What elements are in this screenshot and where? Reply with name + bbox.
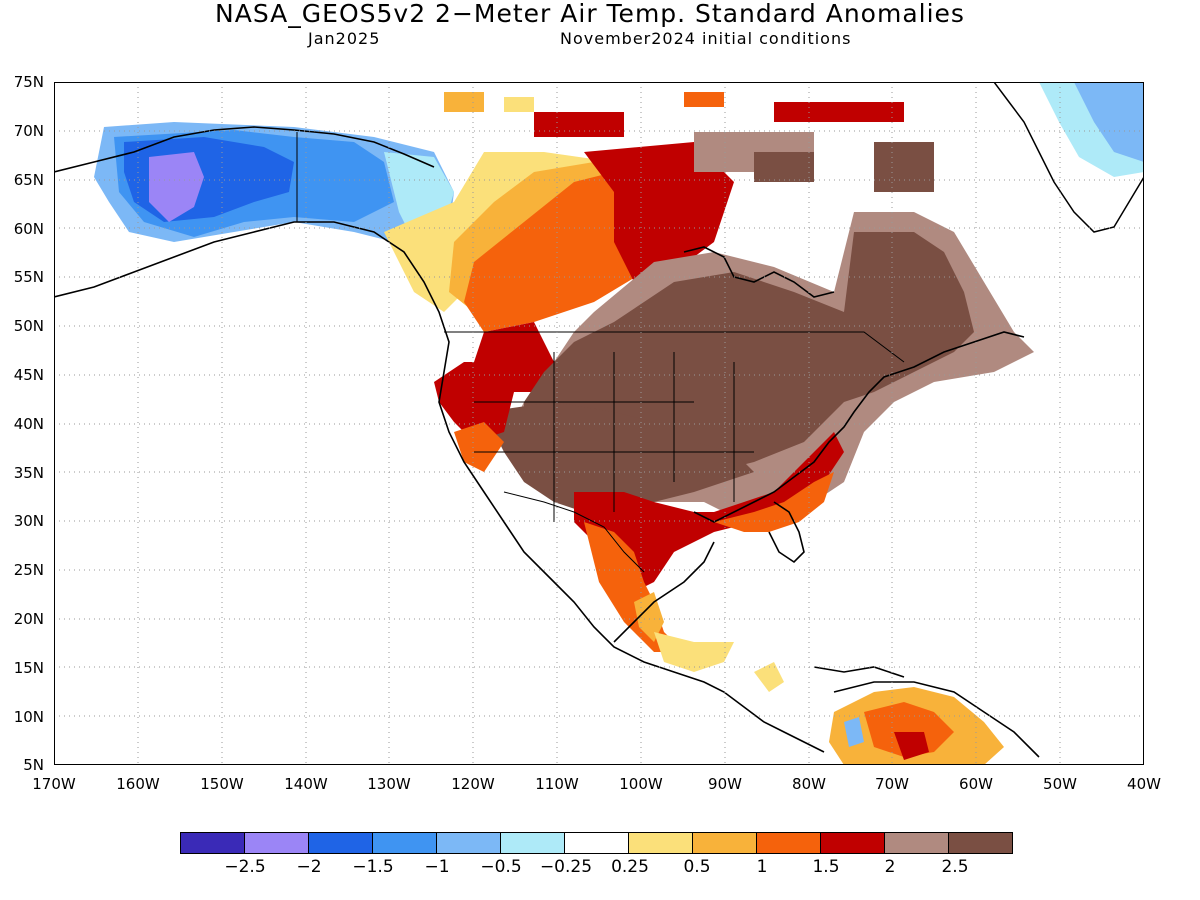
- colorbar-label: −1: [424, 857, 450, 877]
- lat-label: 60N: [13, 220, 44, 238]
- lon-label: 150W: [200, 775, 244, 793]
- lat-label: 20N: [13, 610, 44, 628]
- colorbar-swatch: [757, 833, 821, 853]
- colorbar-label: 2.5: [941, 857, 969, 877]
- lon-label: 160W: [116, 775, 160, 793]
- valid-month-label: Jan2025: [308, 29, 381, 48]
- lon-label: 140W: [284, 775, 328, 793]
- lat-label: 15N: [13, 659, 44, 677]
- lat-label: 5N: [23, 756, 44, 774]
- colorbar-swatch: [885, 833, 949, 853]
- lat-label: 65N: [13, 171, 44, 189]
- colorbar-swatch: [373, 833, 437, 853]
- colorbar-swatch: [245, 833, 309, 853]
- arctic-islands-region: [444, 92, 934, 192]
- colorbar-label: 1.5: [812, 857, 840, 877]
- colorbar-swatch: [437, 833, 501, 853]
- initial-conditions-label: November2024 initial conditions: [560, 29, 852, 48]
- colorbar-label: 2: [884, 857, 896, 877]
- lat-label: 35N: [13, 464, 44, 482]
- map-title: NASA_GEOS5v2 2−Meter Air Temp. Standard …: [215, 0, 965, 28]
- lat-label: 25N: [13, 561, 44, 579]
- lon-label: 110W: [535, 775, 579, 793]
- lon-label: 50W: [1043, 775, 1077, 793]
- lat-label: 75N: [13, 73, 44, 91]
- lon-label: 170W: [32, 775, 76, 793]
- colorbar-swatch: [501, 833, 565, 853]
- lon-label: 40W: [1127, 775, 1161, 793]
- lon-label: 90W: [708, 775, 742, 793]
- lon-label: 70W: [875, 775, 909, 793]
- colorbar-swatch: [821, 833, 885, 853]
- lat-label: 10N: [13, 708, 44, 726]
- lon-label: 60W: [959, 775, 993, 793]
- graticule: [54, 82, 1144, 765]
- central-east-region: [484, 212, 1034, 522]
- anomaly-map: [54, 82, 1144, 765]
- coastlines: [54, 126, 1040, 758]
- colorbar-label: 0.25: [611, 857, 649, 877]
- colorbar-label: −0.25: [539, 857, 593, 877]
- colorbar-label: −1.5: [352, 857, 394, 877]
- lat-label: 70N: [13, 122, 44, 140]
- greenland-region: [993, 82, 1144, 233]
- lon-label: 80W: [792, 775, 826, 793]
- lat-label: 50N: [13, 317, 44, 335]
- colorbar-swatch: [309, 833, 373, 853]
- colorbar-label: −2: [296, 857, 322, 877]
- colorbar-swatch: [181, 833, 245, 853]
- south-america-region: [829, 687, 1004, 765]
- colorbar-swatch: [629, 833, 693, 853]
- colorbar-swatch: [693, 833, 757, 853]
- lat-label: 45N: [13, 366, 44, 384]
- colorbar-swatch: [949, 833, 1012, 853]
- lat-label: 40N: [13, 415, 44, 433]
- lon-label: 100W: [619, 775, 663, 793]
- lat-label: 30N: [13, 512, 44, 530]
- colorbar: [180, 832, 1013, 854]
- lon-label: 120W: [451, 775, 495, 793]
- colorbar-label: −0.5: [480, 857, 522, 877]
- colorbar-label: 1: [756, 857, 768, 877]
- colorbar-swatch: [565, 833, 629, 853]
- colorbar-label: 0.5: [683, 857, 711, 877]
- colorbar-label: −2.5: [224, 857, 266, 877]
- lat-label: 55N: [13, 268, 44, 286]
- map-frame: [54, 82, 1144, 765]
- canada-warm-region: [384, 142, 734, 392]
- lon-label: 130W: [367, 775, 411, 793]
- borders: [296, 132, 905, 573]
